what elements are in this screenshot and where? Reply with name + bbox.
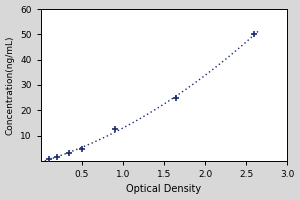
X-axis label: Optical Density: Optical Density: [126, 184, 202, 194]
Y-axis label: Concentration(ng/mL): Concentration(ng/mL): [6, 35, 15, 135]
